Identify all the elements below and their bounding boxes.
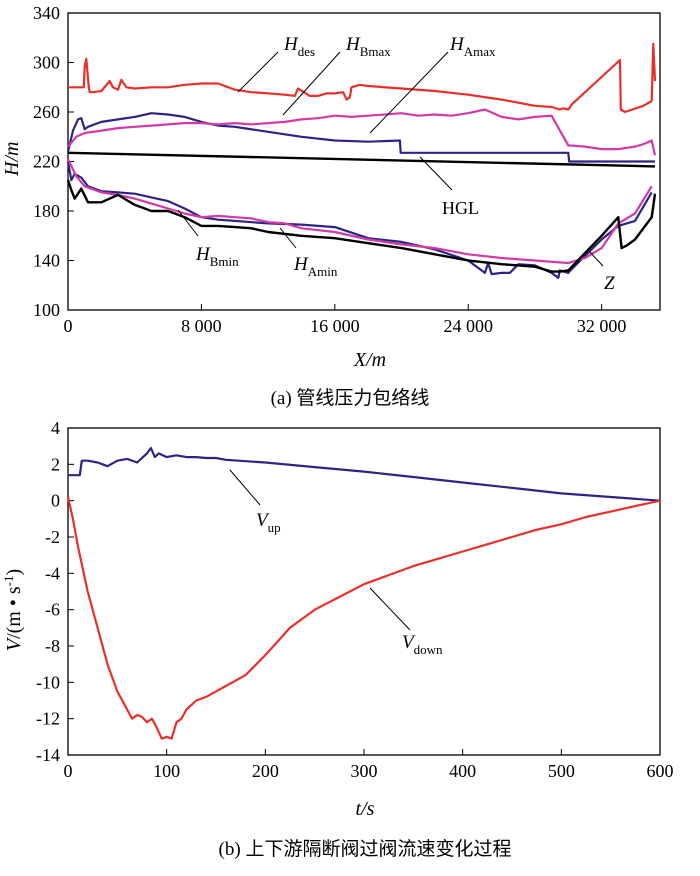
chart-b-y-tick-label: 4 [51,418,60,438]
label-v-down: Vdown [402,632,443,657]
chart-b-annotation-leaders [229,469,411,631]
chart-b-x-tick-label: 100 [153,761,180,781]
chart-a-y-tick-label: 340 [33,3,60,23]
label-hgl: HGL [442,198,479,218]
chart-b-y-tick-label: 2 [51,454,60,474]
chart-b-ticks: 0 100 200 300 400 500 600 -14 -12 -10 -8 -6 -4 -2 0 2 4 [36,418,674,781]
chart-a-y-tick-label: 180 [33,201,60,221]
chart-b-x-tick-label: 200 [252,761,279,781]
chart-a-x-tick-label: 8 000 [181,316,222,336]
chart-a-series-line-z [66,179,657,273]
leader-v-down [369,587,411,631]
chart-b-y-tick-label: -12 [36,709,60,729]
chart-b-y-tick-label: -10 [36,672,60,692]
chart-b-x-axis-title: t/s [356,798,375,820]
chart-a-series-line-h-amax [67,108,657,156]
chart-a-series [66,42,657,279]
leader-h-des [237,51,279,93]
chart-a-series-line-h-amin [67,158,653,265]
chart-b-y-tick-label: -6 [45,600,60,620]
chart-a-y-axis-title: H/m [1,142,23,177]
leader-hgl [419,156,453,191]
chart-a-x-tick-label: 24 000 [443,316,493,336]
chart-b-x-tick-label: 400 [449,761,476,781]
label-h-amax: HAmax [449,34,496,59]
leader-h-bmin [177,209,199,237]
chart-a-y-tick-label: 300 [33,53,60,73]
leader-h-amax [369,51,449,134]
chart-b-y-tick-label: -8 [45,636,60,656]
chart-a-series-line-h-des [68,42,657,114]
leader-z [587,249,604,267]
label-h-bmin: HBmin [195,244,239,269]
label-h-des: Hdes [283,34,315,59]
leader-h-bmax [282,51,341,116]
label-h-amin: HAmin [293,254,338,279]
chart-a-series-line-h-bmin [66,161,653,279]
label-z: Z [604,273,615,294]
chart-b-caption: (b) 上下游隔断阀过阀流速变化过程 [219,838,512,860]
chart-a-series-line-hgl [67,151,656,168]
chart-a-x-tick-label: 32 000 [577,316,627,336]
chart-b-y-tick-label: -2 [45,527,60,547]
chart-a-ticks: 0 8 000 16 000 24 000 32 000 100 140 180 220 260 3… [33,3,626,336]
chart-b-series [66,446,661,740]
chart-b-y-tick-label: -4 [45,563,60,583]
chart-b-x-tick-label: 300 [351,761,378,781]
chart-a-y-tick-label: 260 [33,102,60,122]
leader-v-up [229,469,261,506]
chart-b-series-line-v-down [66,496,661,740]
label-h-bmax: HBmax [345,34,391,59]
chart-b-x-tick-label: 500 [548,761,575,781]
chart-a-y-tick-label: 100 [33,300,60,320]
chart-b-valve-velocity: 0 100 200 300 400 500 600-14-12-10-8-6-4-2024 … [1,418,674,860]
label-v-up: Vup [256,510,281,535]
chart-b-series-line-v-up [68,446,661,502]
chart-a-x-tick-label: 0 [64,316,73,336]
chart-a-annotation-leaders [177,51,604,267]
chart-b-plot-frame [67,427,661,756]
chart-b-x-tick-label: 0 [64,761,73,781]
chart-b-x-tick-label: 600 [647,761,674,781]
chart-b-y-tick-label: -14 [36,745,60,765]
chart-a-x-tick-label: 16 000 [310,316,360,336]
chart-a-x-axis-title: X/m [353,349,386,371]
chart-b-y-axis-title: V/(m • s-1) [1,569,25,651]
chart-a-y-tick-label: 220 [33,152,60,172]
leader-h-amin [279,227,297,249]
chart-a-series-line-h-bmax [66,112,655,163]
chart-a-caption: (a) 管线压力包络线 [271,387,430,409]
chart-a-pipeline-pressure-envelope: 0 8 000 16 000 24 000 32 000 100 140 180 220 260 3… [1,3,661,409]
chart-b-y-tick-label: 0 [51,491,60,511]
chart-a-y-tick-label: 140 [33,251,60,271]
